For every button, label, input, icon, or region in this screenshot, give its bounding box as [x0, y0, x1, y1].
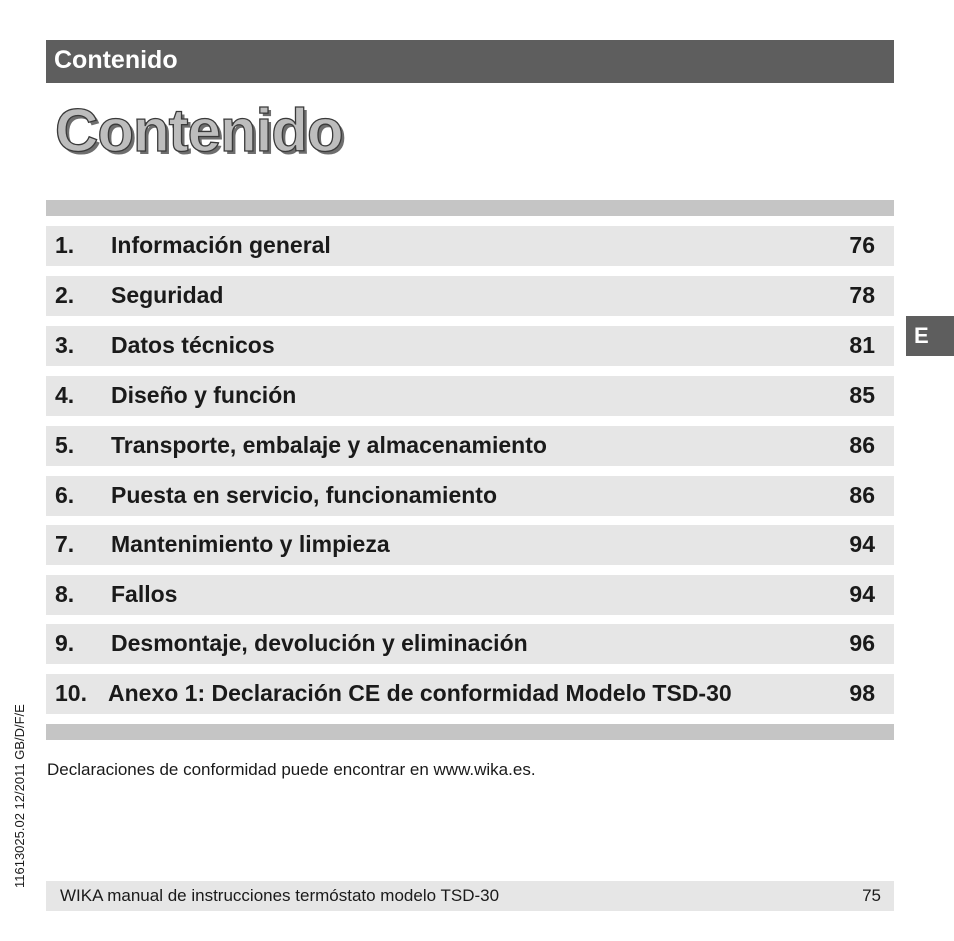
toc-row[interactable]: 9. Desmontaje, devolución y eliminación … — [46, 624, 894, 664]
toc-title: Mantenimiento y limpieza — [111, 531, 390, 557]
toc-row[interactable]: 5. Transporte, embalaje y almacenamiento… — [46, 426, 894, 466]
toc-page-number: 85 — [849, 382, 875, 408]
toc-number: 9. — [55, 630, 75, 656]
toc-row[interactable]: 8. Fallos 94 — [46, 575, 894, 615]
toc-page-number: 96 — [849, 630, 875, 656]
toc-page-number: 81 — [849, 332, 875, 358]
toc-number: 10. — [55, 680, 87, 706]
toc-title: Datos técnicos — [111, 332, 275, 358]
toc-number: 2. — [55, 282, 75, 308]
toc-page-number: 98 — [849, 680, 875, 706]
toc-row[interactable]: 3. Datos técnicos 81 — [46, 326, 894, 366]
toc-title: Desmontaje, devolución y eliminación — [111, 630, 528, 656]
toc-number: 3. — [55, 332, 75, 358]
section-header-bar: Contenido — [46, 40, 894, 83]
toc-bottom-rule — [46, 724, 894, 740]
toc-title: Diseño y función — [111, 382, 297, 408]
toc-page-number: 76 — [849, 232, 875, 258]
toc-row[interactable]: 4. Diseño y función 85 — [46, 376, 894, 416]
toc-row[interactable]: 7. Mantenimiento y limpieza 94 — [46, 525, 894, 565]
toc-row[interactable]: 1. Información general 76 — [46, 226, 894, 266]
toc-page-number: 86 — [849, 482, 875, 508]
toc-page-number: 78 — [849, 282, 875, 308]
toc-number: 4. — [55, 382, 75, 408]
toc-row[interactable]: 2. Seguridad 78 — [46, 276, 894, 316]
footer-bar: WIKA manual de instrucciones termóstato … — [46, 881, 894, 911]
toc-row[interactable]: 6. Puesta en servicio, funcionamiento 86 — [46, 476, 894, 516]
document-code: 11613025.02 12/2011 GB/D/F/E — [12, 704, 27, 888]
footer-page-number: 75 — [862, 886, 881, 905]
toc-title: Puesta en servicio, funcionamiento — [111, 482, 497, 508]
language-tab-label: E — [914, 323, 929, 348]
section-header-label: Contenido — [54, 46, 178, 74]
toc-top-rule — [46, 200, 894, 216]
page-title: Contenido — [54, 96, 344, 164]
toc-title: Anexo 1: Declaración CE de conformidad M… — [108, 680, 732, 706]
toc-page-number: 94 — [849, 531, 875, 557]
toc-page-number: 94 — [849, 581, 875, 607]
toc-number: 1. — [55, 232, 75, 258]
toc-title: Fallos — [111, 581, 178, 607]
toc-title: Seguridad — [111, 282, 224, 308]
toc-page-number: 86 — [849, 432, 875, 458]
toc-title: Transporte, embalaje y almacenamiento — [111, 432, 547, 458]
toc-title: Información general — [111, 232, 331, 258]
toc-number: 5. — [55, 432, 75, 458]
toc-number: 8. — [55, 581, 75, 607]
toc-number: 6. — [55, 482, 75, 508]
toc-row[interactable]: 10. Anexo 1: Declaración CE de conformid… — [46, 674, 894, 714]
conformity-note: Declaraciones de conformidad puede encon… — [47, 760, 536, 779]
language-tab: E — [906, 316, 954, 356]
toc-number: 7. — [55, 531, 75, 557]
footer-text: WIKA manual de instrucciones termóstato … — [60, 886, 500, 905]
